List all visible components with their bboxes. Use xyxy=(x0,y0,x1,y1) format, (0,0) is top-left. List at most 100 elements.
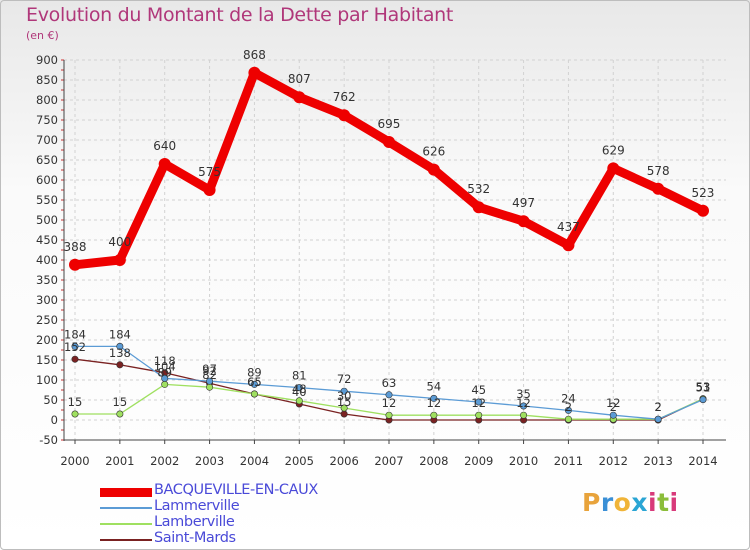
proxiti-logo: Proxiti xyxy=(582,488,679,517)
data-label: 2 xyxy=(654,400,661,414)
y-tick-label: 750 xyxy=(36,113,58,127)
data-point xyxy=(385,391,393,399)
data-point xyxy=(113,254,126,266)
data-point xyxy=(562,239,575,252)
data-label: 12 xyxy=(427,396,442,410)
x-tick-label: 2006 xyxy=(330,454,359,468)
y-tick-label: 450 xyxy=(36,233,58,247)
data-label: 45 xyxy=(471,383,486,397)
data-point xyxy=(71,342,79,350)
data-label: 15 xyxy=(68,395,83,409)
data-point xyxy=(250,390,258,398)
x-tick-label: 2010 xyxy=(509,454,538,468)
data-point xyxy=(427,163,440,176)
data-point xyxy=(69,258,81,271)
x-tick-label: 2005 xyxy=(285,454,314,468)
data-point xyxy=(564,415,572,423)
logo-letter: P xyxy=(582,488,601,517)
data-label: 184 xyxy=(64,327,86,341)
x-tick-label: 2014 xyxy=(688,454,717,468)
x-tick-label: 2007 xyxy=(374,454,403,468)
data-label: 12 xyxy=(516,396,531,410)
data-point xyxy=(609,411,617,419)
data-point xyxy=(385,411,393,419)
data-label: 65 xyxy=(247,375,262,389)
data-point xyxy=(475,411,483,419)
data-point xyxy=(206,383,214,391)
data-label: 15 xyxy=(337,395,352,409)
x-tick-label: 2009 xyxy=(464,454,493,468)
data-label: 48 xyxy=(292,382,307,396)
data-point xyxy=(699,396,707,404)
x-tick-label: 2012 xyxy=(599,454,628,468)
y-tick-label: 900 xyxy=(36,53,58,67)
data-label: 12 xyxy=(471,396,486,410)
chart-subtitle: (en €) xyxy=(26,29,59,42)
data-point xyxy=(248,66,261,79)
data-point xyxy=(430,394,438,402)
data-point xyxy=(338,109,351,122)
y-tick-label: 400 xyxy=(36,253,58,267)
data-label: 118 xyxy=(154,354,176,368)
data-label: 807 xyxy=(288,72,311,86)
x-tick-label: 2003 xyxy=(195,454,224,468)
data-label: 104 xyxy=(154,359,176,373)
data-label: 63 xyxy=(382,376,397,390)
y-tick-label: 0 xyxy=(51,413,58,427)
data-label: 72 xyxy=(337,372,352,386)
data-point xyxy=(382,136,395,148)
data-label: 152 xyxy=(64,340,86,354)
data-point xyxy=(203,184,216,196)
y-tick-label: 100 xyxy=(36,373,58,387)
data-label: 138 xyxy=(109,346,131,360)
legend-label: Lamberville xyxy=(154,514,235,530)
data-point xyxy=(475,398,483,406)
data-point xyxy=(430,411,438,419)
data-label: 532 xyxy=(467,182,490,196)
y-tick-label: 600 xyxy=(36,173,58,187)
data-point xyxy=(607,162,620,175)
data-point xyxy=(295,397,303,405)
data-label: 53 xyxy=(696,380,711,394)
legend-label: BACQUEVILLE-EN-CAUX xyxy=(154,482,318,498)
data-point xyxy=(71,355,79,363)
y-tick-label: 50 xyxy=(43,393,58,407)
data-label: 2 xyxy=(610,400,617,414)
y-tick-label: -50 xyxy=(39,433,58,447)
data-point xyxy=(295,384,303,392)
legend-swatch xyxy=(100,507,152,509)
data-label: 24 xyxy=(561,391,576,405)
data-label: 65 xyxy=(247,375,262,389)
legend-swatch xyxy=(100,488,152,497)
y-tick-label: 350 xyxy=(36,273,58,287)
data-point xyxy=(161,374,169,382)
data-label: 35 xyxy=(516,387,531,401)
data-point xyxy=(340,410,348,418)
y-tick-label: 300 xyxy=(36,293,58,307)
x-tick-label: 2011 xyxy=(554,454,583,468)
y-tick-label: 150 xyxy=(36,353,58,367)
data-point xyxy=(520,402,528,410)
data-point xyxy=(340,404,348,412)
data-label: 2 xyxy=(654,400,661,414)
y-tick-label: 800 xyxy=(36,93,58,107)
y-tick-label: 650 xyxy=(36,153,58,167)
data-label: 578 xyxy=(647,164,670,178)
logo-letter: x xyxy=(631,488,648,517)
x-tick-label: 2013 xyxy=(644,454,673,468)
data-label: 53 xyxy=(696,380,711,394)
data-point xyxy=(293,91,306,104)
data-point xyxy=(206,377,214,385)
logo-letter: i xyxy=(648,488,658,517)
data-label: 868 xyxy=(243,48,266,62)
logo-letter: i xyxy=(669,488,679,517)
y-tick-label: 500 xyxy=(36,213,58,227)
legend-swatch xyxy=(100,539,152,541)
data-point xyxy=(116,342,124,350)
data-label: 400 xyxy=(108,235,131,249)
x-tick-label: 2004 xyxy=(240,454,269,468)
data-point xyxy=(158,158,171,170)
data-point xyxy=(472,201,485,214)
data-label: 12 xyxy=(606,396,621,410)
